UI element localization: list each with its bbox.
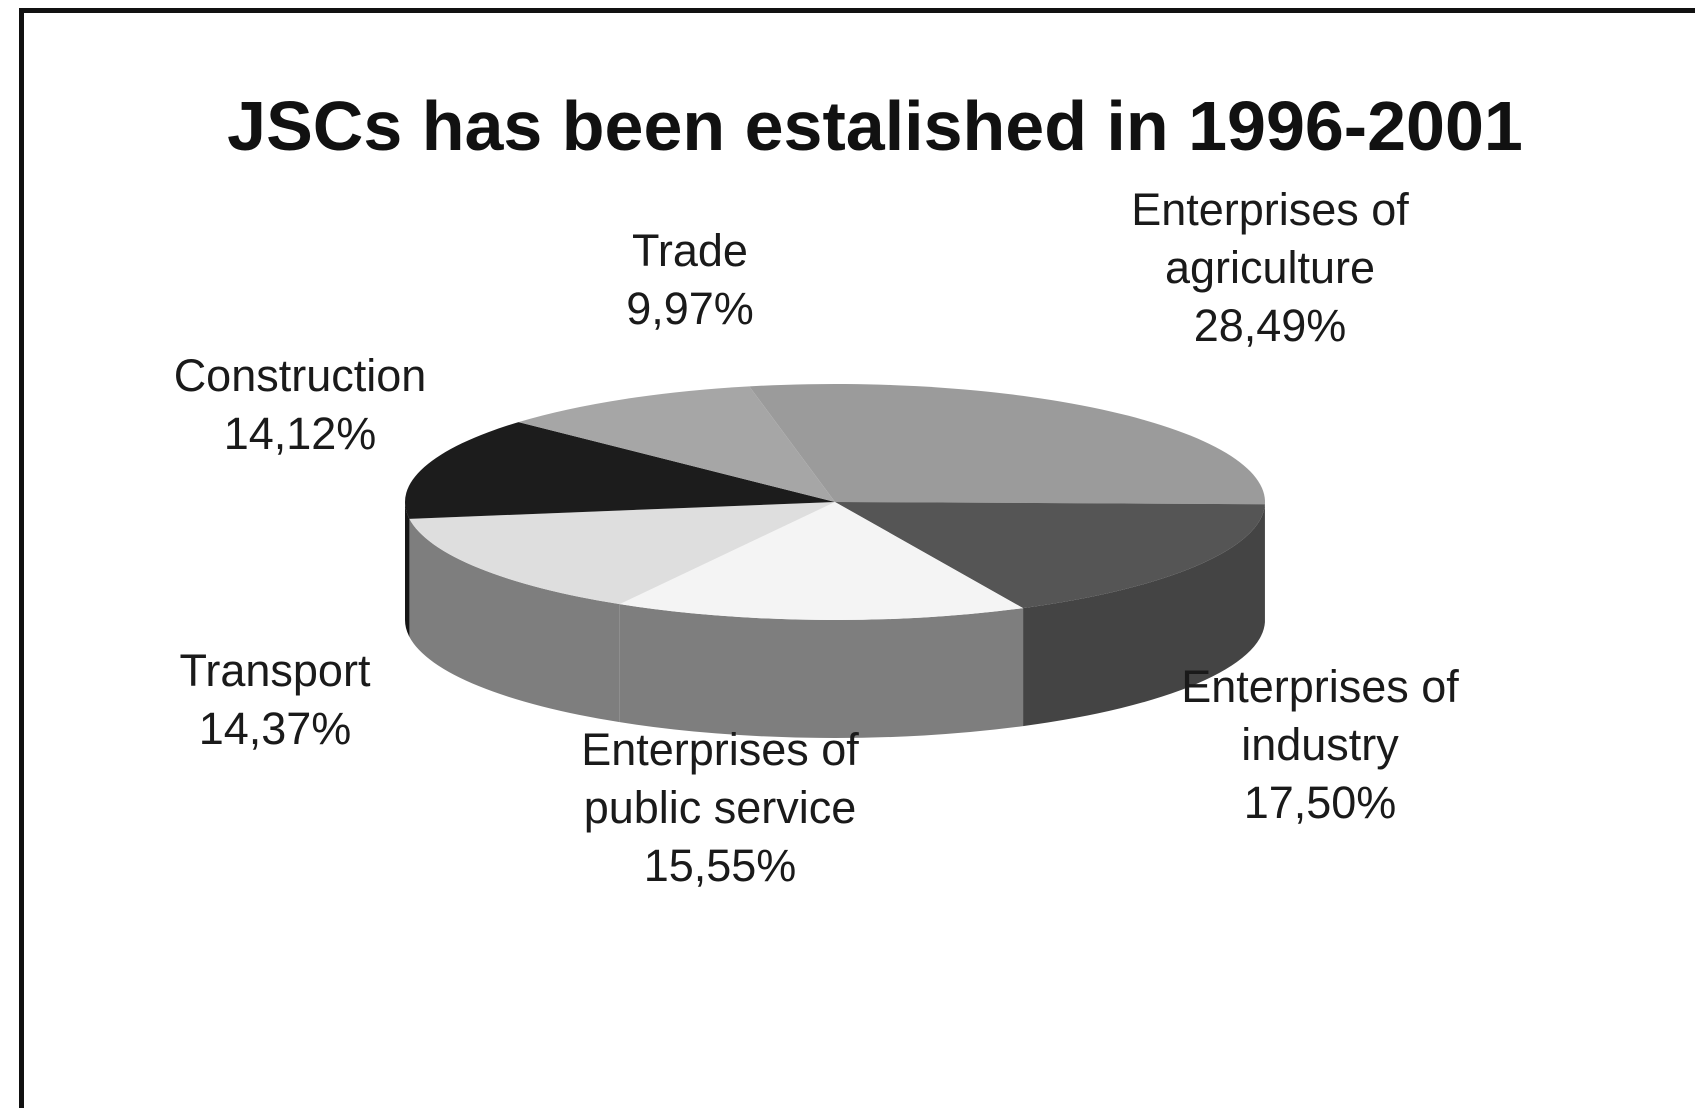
slice-value-label: 28,49% [1194,300,1347,351]
slice-label-1: Enterprises of industry 17,50% [1181,661,1459,828]
chart-title: JSCs has been estalished in 1996-2001 [227,87,1523,165]
pie-slice-0 [749,384,1265,504]
slice-category-label: Transport [180,645,371,696]
slice-value-label: 14,12% [224,408,377,459]
slice-label-0: Enterprises of agriculture 28,49% [1131,184,1409,351]
slice-value-label: 15,55% [644,840,797,891]
slice-category-label: public service [584,782,857,833]
slice-label-5: Trade 9,97% [626,225,754,334]
slice-label-2: Enterprises of public service 15,55% [581,724,859,891]
slice-category-label: Construction [174,350,427,401]
slice-category-label: Trade [632,225,748,276]
slice-value-label: 17,50% [1244,777,1397,828]
slice-category-label: Enterprises of [1131,184,1409,235]
slice-value-label: 9,97% [626,283,754,334]
slice-category-label: industry [1241,719,1399,770]
slice-category-label: agriculture [1165,242,1375,293]
slice-category-label: Enterprises of [581,724,859,775]
slice-value-label: 14,37% [199,703,352,754]
pie-side-2 [620,604,1023,738]
slice-label-3: Transport 14,37% [180,645,371,754]
pie-top [405,384,1265,620]
pie-side-4 [405,502,409,637]
slice-category-label: Enterprises of [1181,661,1459,712]
slice-label-4: Construction 14,12% [174,350,427,459]
